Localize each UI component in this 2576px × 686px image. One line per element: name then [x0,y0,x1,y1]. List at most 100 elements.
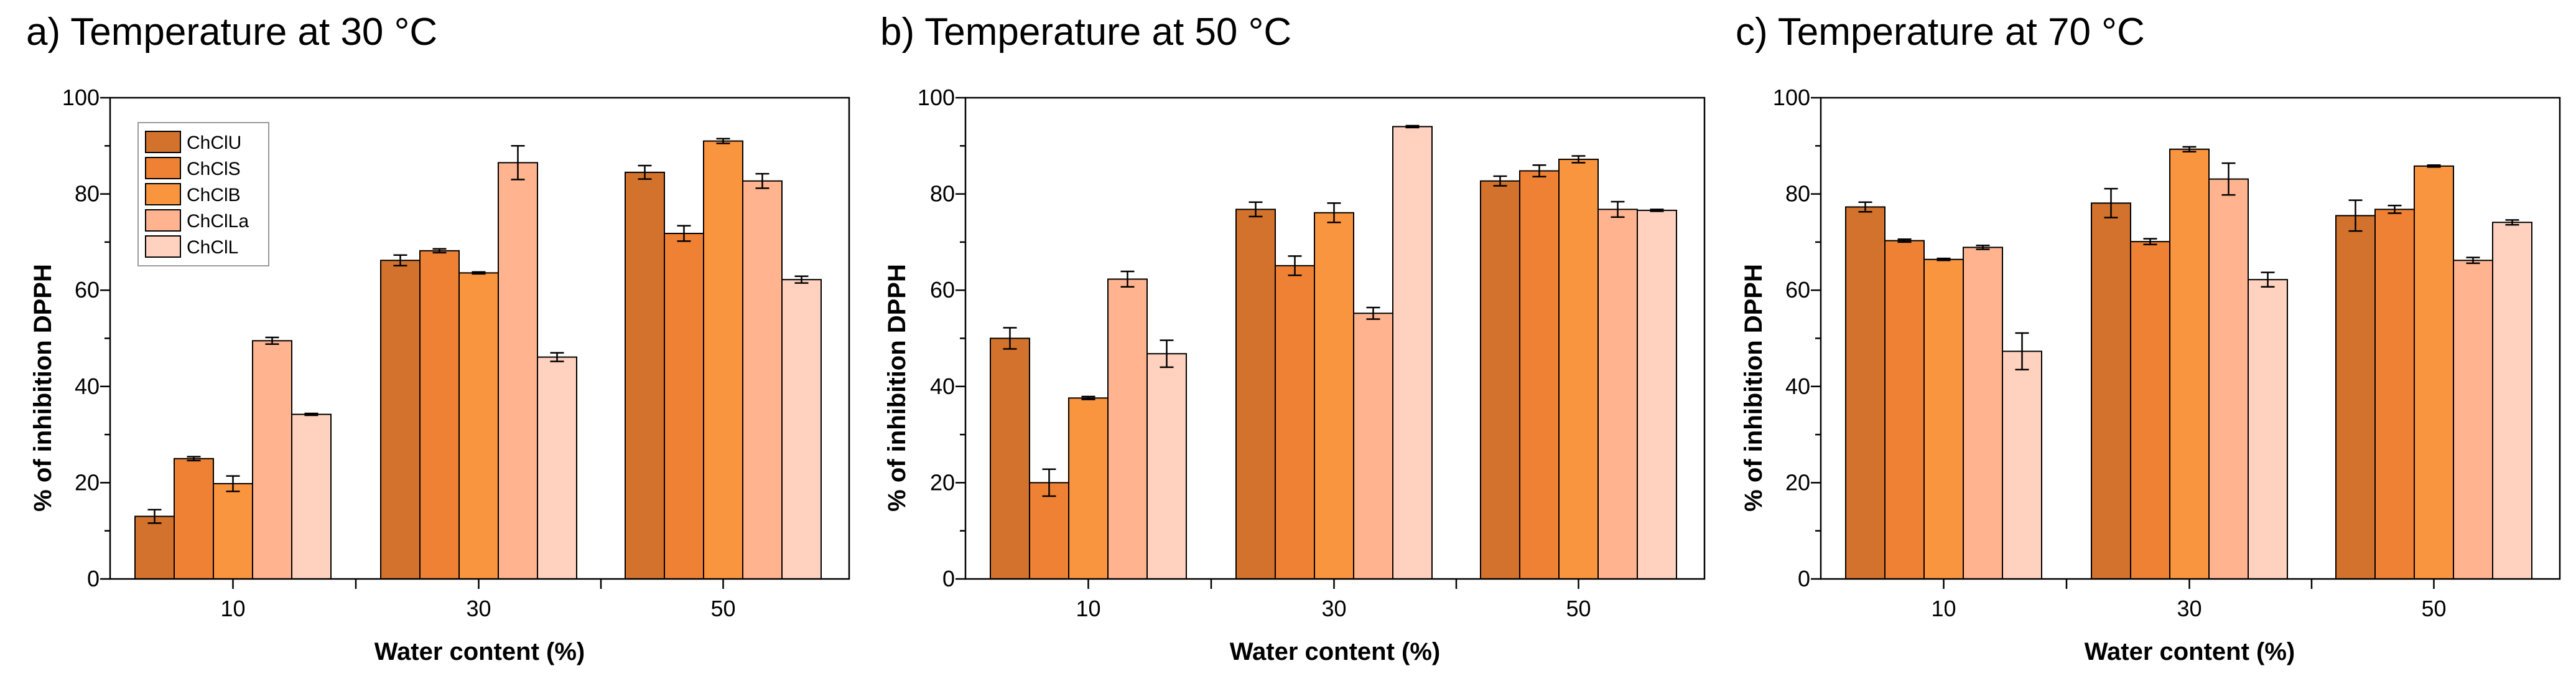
bar-chclu-50 [2335,215,2376,580]
bar-chcll-30 [2248,279,2288,580]
panel-c-y-tick-labels: 0 20 40 60 80 100 [1773,85,1810,591]
bar-chcll-50 [781,279,822,580]
error-bar-chclla-30 [511,145,525,181]
bar-chclb-10 [1923,258,1964,580]
bar-chclu-10 [990,337,1030,580]
error-bar-chcll-30 [2261,271,2275,288]
panel-b-title: b) Temperature at 50 °C [880,11,1291,54]
panel-b-y-axis-label: % of inhibition DPPH [883,264,911,512]
panel-a-y-axis-label: % of inhibition DPPH [29,264,57,512]
bar-chclb-30 [2169,148,2210,580]
y-tick-label: 0 [942,566,955,591]
panel-a-legend: ChClU ChClS ChClB ChClLa ChClL [137,122,269,266]
legend-swatch-chcll [145,235,181,258]
bar-chclb-30 [458,272,499,580]
panel-c: c) Temperature at 70 °C % of inhibition … [1736,11,2561,665]
panel-b-y-tick-labels: 0 20 40 60 80 100 [918,85,955,591]
error-bar-chclb-50 [2427,164,2441,168]
error-bar-chclb-10 [1081,395,1095,400]
error-bar-chclu-50 [638,164,652,180]
bar-chclla-50 [1597,209,1638,580]
error-bar-chclla-10 [265,336,279,345]
legend-label-chcls: ChClS [187,159,241,179]
panel-b-x-tick-labels: 10 30 50 [1076,596,1591,621]
y-tick-label: 40 [75,374,100,399]
bar-chcll-10 [2002,350,2042,580]
error-bar-chclla-50 [1611,200,1625,218]
panel-b: b) Temperature at 50 °C % of inhibition … [880,11,1706,665]
bar-chclb-50 [1558,158,1599,580]
bar-chclla-30 [498,162,538,580]
legend-label-chcll: ChClL [187,237,238,258]
y-tick-label: 20 [1785,469,1810,495]
x-tick-label: 30 [1321,596,1346,621]
panel-c-title: c) Temperature at 70 °C [1736,11,2145,54]
bar-chcll-30 [1392,126,1433,580]
y-tick-label: 20 [75,469,100,495]
y-tick-label: 100 [1773,85,1810,110]
panel-a-plot-frame [100,96,850,589]
error-bar-chcll-30 [1405,125,1420,129]
bar-chclb-50 [703,140,743,580]
panel-c-y-axis-label: % of inhibition DPPH [1740,264,1767,512]
error-bar-chclb-30 [472,271,486,275]
error-bar-chcls-50 [2388,204,2402,214]
bar-chcls-10 [1884,240,1925,580]
error-bar-chclu-30 [1248,201,1263,218]
y-tick-label: 20 [930,469,955,495]
legend-swatch-chclb [145,183,181,205]
panel-b-x-axis-label: Water content (%) [1230,638,1441,665]
error-bar-chcll-50 [2505,219,2519,226]
panel-a-title: a) Temperature at 30 °C [26,11,437,54]
error-bar-chclla-50 [755,172,770,189]
bar-chcls-30 [419,250,460,580]
x-tick-label: 50 [1566,596,1591,621]
bar-chcll-30 [537,356,577,580]
error-bar-chclu-10 [1858,201,1872,213]
error-bar-chclb-10 [226,475,240,492]
y-tick-label: 60 [1785,277,1810,303]
panel-c-x-tick-labels: 10 30 50 [1931,596,2446,621]
bar-chclla-10 [1963,247,2003,580]
x-tick-label: 50 [2421,596,2446,621]
bar-chcls-30 [2130,241,2170,580]
y-tick-label: 60 [75,277,100,303]
error-bar-chclla-50 [2466,256,2480,265]
error-bar-chcls-50 [1532,164,1546,178]
error-bar-chclb-30 [1327,202,1341,223]
bar-chclu-30 [1235,209,1276,580]
error-bar-chclla-10 [1120,270,1135,288]
x-tick-label: 10 [1076,596,1100,621]
legend-label-chclla: ChClLa [187,211,249,232]
bar-chclu-50 [1480,180,1520,580]
error-bar-chcll-30 [550,352,564,362]
panel-a-bars [134,138,822,580]
bar-chcll-50 [2492,222,2532,580]
error-bar-chclu-10 [147,509,162,524]
error-bar-chcls-50 [677,225,691,242]
x-tick-label: 10 [220,596,245,621]
bar-chcls-10 [1029,482,1069,580]
error-bar-chclu-50 [2348,199,2363,232]
x-tick-label: 10 [1931,596,1956,621]
error-bar-chcll-10 [1160,339,1174,369]
error-bar-chcls-10 [1897,238,1912,243]
legend-label-chclu: ChClU [187,133,241,153]
bar-chcls-50 [664,232,704,580]
y-tick-label: 40 [1785,374,1810,399]
bar-chcll-50 [1637,209,1677,580]
x-tick-label: 30 [466,596,491,621]
error-bar-chclla-10 [1976,245,1990,250]
bar-chclu-30 [380,260,421,580]
error-bar-chcls-10 [187,456,201,462]
bar-chclla-30 [1353,312,1393,580]
panel-a-y-tick-labels: 0 20 40 60 80 100 [62,85,100,591]
error-bar-chclu-50 [1493,175,1507,187]
error-bar-chclla-30 [2221,162,2236,196]
panel-a-x-axis-label: Water content (%) [374,638,585,665]
error-bar-chclu-30 [2104,187,2118,218]
error-bar-chcls-30 [1288,255,1302,276]
y-tick-label: 80 [75,181,100,207]
bar-chclla-30 [2208,178,2249,580]
panel-c-plot-frame [1811,96,2561,589]
